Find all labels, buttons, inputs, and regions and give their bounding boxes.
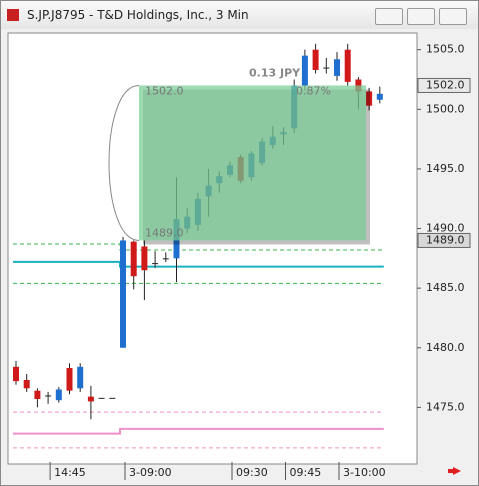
app-icon [7,9,19,21]
y-tick-label: 1490.0 [426,222,465,235]
x-tick-label: 3-09:00 [129,466,172,479]
candle-body [162,258,169,260]
candle-body [98,397,105,399]
close-button[interactable] [439,8,467,25]
candle-body [55,389,62,401]
maximize-button[interactable] [407,8,435,25]
candle-body [344,49,351,82]
measure-change: 0.13 JPY [249,66,301,79]
candle-body [312,49,319,70]
x-tick-label: 14:45 [54,466,86,479]
candle-body [334,59,340,76]
candle-body [130,241,137,277]
y-tick-label: 1480.0 [426,341,465,354]
x-tick-label: 09:30 [236,466,268,479]
candle-body [323,67,330,69]
candle-body [141,246,148,271]
measure-bottom-label: 1489.0 [145,226,184,239]
candle-body [152,263,159,265]
x-tick-label: 09:45 [290,466,322,479]
candle-body [13,366,19,382]
price-marker [417,232,471,248]
candle-body [120,240,126,348]
scroll-arrow[interactable] [453,467,461,475]
candle-body [23,379,30,389]
price-marker [417,77,471,93]
price-marker-label: 1489.0 [426,233,465,246]
candle-body [45,395,52,397]
candle-body [87,396,94,402]
candle-body [34,390,41,400]
chart: 14:45 3-09:00 09:30 09:45 3-10:00 1475.0 1480.… [7,32,471,480]
y-tick-label: 1500.0 [426,102,465,115]
candle-body [301,55,308,86]
candle-body [109,397,116,399]
candle-body [366,91,373,106]
measure-top-label: 1502.0 [145,84,184,97]
y-tick-label: 1475.0 [426,400,465,413]
candle-body [66,368,73,391]
candle-body [77,366,84,389]
measure-percent: 0.87% [296,84,331,97]
measure-box [139,85,366,241]
window-title: S.JP.J8795 - T&D Holdings, Inc., 3 Min [27,8,249,22]
x-tick-label: 3-10:00 [343,466,386,479]
band-line [13,427,384,435]
candle-body [376,93,383,100]
price-marker-label: 1502.0 [426,78,465,91]
y-tick-label: 1495.0 [426,162,465,175]
minimize-button[interactable] [375,8,403,25]
y-tick-label: 1485.0 [426,281,465,294]
title-bar: S.JP.J8795 - T&D Holdings, Inc., 3 Min [1,1,478,29]
scroll-arrow[interactable] [448,469,454,473]
measure-arc [108,84,140,241]
y-tick-label: 1505.0 [426,43,465,56]
